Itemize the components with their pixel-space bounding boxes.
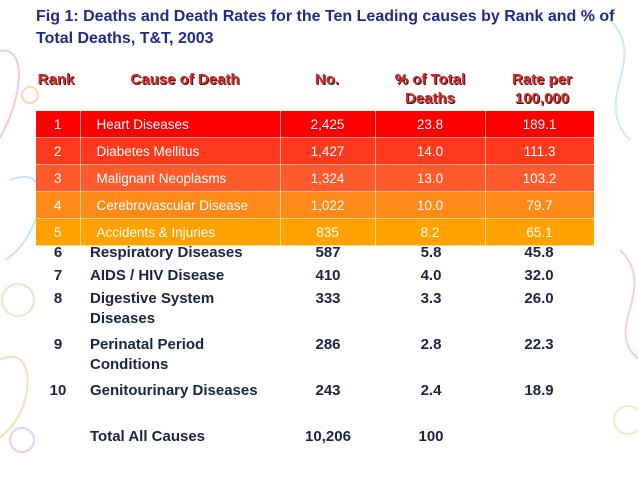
swirl-4 — [0, 356, 29, 438]
percent-cell: 8.2 — [375, 218, 486, 246]
cause-cell: Heart Diseases — [80, 111, 281, 138]
rate-cell: 65.1 — [485, 218, 595, 246]
count-cell: 243 — [315, 382, 341, 399]
cause-cell: Accidents & Injuries — [80, 218, 281, 246]
count-cell: 333 — [315, 290, 341, 307]
rank-cell: 7 — [53, 267, 63, 284]
table-row: 6 Respiratory Diseases 587 5.8 45.8 — [36, 243, 594, 266]
rank-cell: 3 — [36, 164, 81, 192]
header-rate: Rate per 100,000 — [511, 71, 573, 107]
cause-cell: AIDS / HIV Disease — [90, 267, 225, 284]
rank-cell: 4 — [36, 191, 81, 219]
cause-cell: Malignant Neoplasms — [80, 164, 281, 192]
count-cell: 1,324 — [280, 164, 376, 192]
percent-cell: 100 — [418, 428, 444, 445]
remaining-causes-list: 6 Respiratory Diseases 587 5.8 45.8 7 AIDS / H… — [36, 243, 594, 451]
percent-cell: 4.0 — [420, 267, 442, 284]
rate-cell: 45.8 — [524, 244, 554, 261]
cause-cell: Perinatal Period Conditions — [90, 336, 205, 373]
count-cell: 10,206 — [305, 428, 351, 445]
rate-cell: 26.0 — [524, 290, 554, 307]
table-row: 1 Heart Diseases 2,425 23.8 189.1 — [36, 111, 595, 138]
cause-cell: Genitourinary Diseases — [90, 382, 258, 399]
percent-cell: 5.8 — [420, 244, 442, 261]
percent-cell: 14.0 — [375, 137, 486, 165]
table-row: 7 AIDS / HIV Disease 410 4.0 32.0 — [36, 266, 594, 289]
table-row: 2 Diabetes Mellitus 1,427 14.0 111.3 — [36, 137, 595, 165]
swirl-6 — [609, 19, 631, 141]
rank-cell: 1 — [36, 111, 81, 138]
percent-cell: 13.0 — [375, 164, 486, 192]
swirl-7 — [619, 249, 638, 360]
count-cell: 835 — [280, 218, 376, 246]
rate-cell: 189.1 — [485, 111, 595, 138]
table-row: 3 Malignant Neoplasms 1,324 13.0 103.2 — [36, 164, 595, 192]
top-five-table: 1 Heart Diseases 2,425 23.8 189.1 2 Diabetes M… — [36, 111, 595, 246]
cause-cell: Cerebrovascular Disease — [80, 191, 281, 219]
table-row: 4 Cerebrovascular Disease 1,022 10.0 79.7 — [36, 191, 595, 219]
percent-cell: 3.3 — [420, 290, 442, 307]
table-row: 10 Genitourinary Diseases 243 2.4 18.9 — [36, 381, 594, 427]
rate-cell: 79.7 — [485, 191, 595, 219]
table-row: 5 Accidents & Injuries 835 8.2 65.1 — [36, 218, 595, 246]
table-row: 9 Perinatal Period Conditions 286 2.8 22.3 — [36, 335, 594, 381]
rate-cell: 32.0 — [524, 267, 554, 284]
swirl-1 — [0, 49, 20, 139]
rate-cell: 18.9 — [524, 382, 554, 399]
header-no: No. — [314, 71, 340, 88]
header-pct: % of Total Deaths — [394, 71, 466, 107]
header-cause: Cause of Death — [130, 71, 240, 88]
swirl-2 — [4, 176, 42, 261]
percent-cell: 2.4 — [420, 382, 442, 399]
count-cell: 286 — [315, 336, 341, 353]
rate-cell: 111.3 — [485, 137, 595, 165]
rank-cell: 5 — [36, 218, 81, 246]
total-row: Total All Causes 10,206 100 — [36, 427, 594, 451]
rank-cell: 10 — [49, 382, 67, 399]
rate-cell: 103.2 — [485, 164, 595, 192]
table-row: 8 Digestive System Diseases 333 3.3 26.0 — [36, 289, 594, 335]
count-cell: 410 — [315, 267, 341, 284]
percent-cell: 23.8 — [375, 111, 486, 138]
count-cell: 2,425 — [280, 111, 376, 138]
swirl-8 — [613, 405, 638, 435]
count-cell: 1,427 — [280, 137, 376, 165]
cause-cell: Diabetes Mellitus — [80, 137, 281, 165]
cause-cell: Digestive System Diseases — [90, 290, 215, 327]
cause-cell: Total All Causes — [90, 428, 206, 445]
count-cell: 1,022 — [280, 191, 376, 219]
rank-cell: 6 — [53, 244, 63, 261]
rank-cell: 8 — [53, 290, 63, 307]
header-rank: Rank — [37, 71, 75, 88]
percent-cell: 2.8 — [420, 336, 442, 353]
swirl-5 — [9, 427, 35, 453]
swirl-9 — [21, 86, 39, 104]
swirl-3 — [1, 283, 35, 317]
rank-cell: 9 — [53, 336, 63, 353]
rank-cell: 2 — [36, 137, 81, 165]
count-cell: 587 — [315, 244, 341, 261]
figure-title: Fig 1: Deaths and Death Rates for the Te… — [36, 8, 615, 47]
cause-cell: Respiratory Diseases — [90, 244, 243, 261]
rate-cell: 22.3 — [524, 336, 554, 353]
percent-cell: 10.0 — [375, 191, 486, 219]
